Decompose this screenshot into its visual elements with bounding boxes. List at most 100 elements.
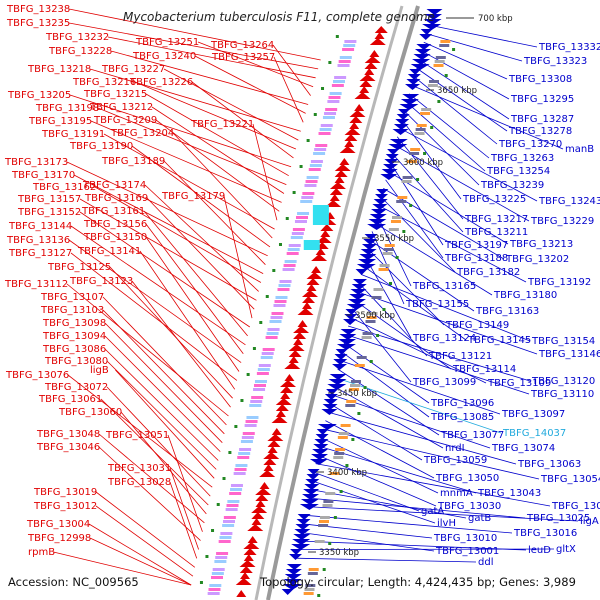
leader-line	[426, 33, 523, 62]
kbp-ticks: 700 kbp 3650 kbp 3600 kbp 3550 kbp 3500 …	[308, 14, 513, 558]
gene-label-left: TBFG_13189	[101, 156, 165, 167]
gene-label-left: rpmB	[28, 547, 55, 558]
leader-line	[79, 198, 257, 301]
gene-label-right: TBFG_13211	[464, 227, 528, 238]
gene-arrow-forward	[361, 244, 377, 250]
gene-label-left: TBFG_13107	[40, 292, 104, 303]
gene-label-right: TBFG_13001	[435, 546, 499, 557]
leader-line	[155, 119, 280, 212]
gene-label-right: TBFG_13332	[538, 42, 600, 53]
gene-arrow-forward	[343, 319, 358, 325]
cog-block	[415, 128, 426, 131]
cog-block	[344, 40, 357, 43]
gene-arrow-reverse	[329, 188, 343, 195]
gene-label-right: TBFG_13114	[452, 364, 516, 375]
gene-arrow-reverse	[306, 278, 320, 285]
gene-label-left: TBFG_13209	[93, 115, 157, 126]
trna-mark	[228, 451, 232, 454]
leader-line	[79, 211, 251, 328]
cog-block	[396, 200, 407, 203]
trna-mark	[306, 139, 310, 142]
gene-label-right: TBFG_13025	[526, 513, 590, 524]
leader-line	[151, 106, 285, 194]
gene-arrow-reverse	[255, 500, 266, 507]
gene-label-right: TBFG_13010	[433, 533, 497, 544]
gene-arrow-forward	[292, 539, 311, 545]
gene-arrow-forward	[326, 389, 339, 395]
trna-mark	[199, 581, 203, 584]
gene-arrow-reverse	[369, 50, 380, 57]
gene-arrow-forward	[294, 529, 311, 535]
gene-arrow-forward	[290, 549, 303, 555]
cog-block	[288, 244, 301, 247]
trna-mark	[376, 334, 380, 337]
gene-arrow-reverse	[247, 536, 258, 543]
leader-line	[145, 93, 289, 177]
gene-label-left: TBFG_13086	[42, 344, 106, 355]
gene-arrow-forward	[359, 254, 377, 260]
gene-arrow-forward	[375, 194, 389, 200]
gene-arrow-forward	[299, 504, 319, 510]
cog-block	[249, 404, 262, 407]
leader-line	[73, 174, 264, 274]
feature-rings	[199, 5, 456, 600]
kbp-label-3500: 3500 kbp	[355, 311, 395, 321]
cog-block	[384, 244, 395, 247]
reverse-strand-genes	[235, 26, 388, 597]
gene-arrow-reverse	[306, 284, 317, 291]
gene-label-right: TBFG_13077	[440, 430, 504, 441]
cog-block	[338, 60, 351, 63]
leader-line	[329, 403, 423, 461]
leader-line	[369, 239, 475, 312]
gene-arrow-reverse	[320, 230, 331, 237]
leader-line	[396, 136, 464, 220]
gene-label-left: TBFG_13072	[44, 382, 108, 393]
gene-arrow-forward	[398, 109, 411, 115]
cog-block	[304, 184, 317, 187]
cog-block	[301, 196, 314, 199]
leader-line	[423, 41, 508, 80]
gene-arrow-forward	[358, 259, 377, 265]
trna-mark	[416, 178, 420, 181]
gene-arrow-reverse	[306, 272, 323, 279]
gene-label-right: TBFG_13270	[498, 139, 562, 150]
cog-block	[350, 384, 361, 387]
cog-block	[428, 80, 439, 83]
gene-arrow-forward	[402, 94, 420, 100]
gene-label-right: TBFG_13155	[405, 299, 469, 310]
gene-label-right: TBFG_13099	[412, 377, 476, 388]
leader-line	[145, 223, 244, 354]
gene-arrow-forward	[283, 579, 302, 585]
leader-line	[146, 197, 255, 310]
cog-block	[273, 304, 286, 307]
gene-arrow-forward	[282, 584, 302, 590]
gene-arrow-forward	[368, 219, 387, 225]
gene-arrow-reverse	[284, 374, 295, 381]
gene-arrow-reverse	[334, 164, 351, 171]
gene-label-left: TBFG_13212	[89, 102, 153, 113]
gene-arrow-forward	[356, 264, 376, 270]
cog-block	[269, 320, 282, 323]
gene-arrow-forward	[293, 534, 311, 540]
trna-mark	[240, 399, 244, 402]
gene-arrow-forward	[338, 339, 357, 345]
gene-arrow-reverse	[344, 140, 355, 147]
gene-label-left: TBFG_13174	[82, 180, 146, 191]
gene-label-left: TBFG_13061	[38, 394, 102, 405]
leader-line	[89, 537, 192, 586]
cog-block	[222, 524, 235, 527]
trna-mark	[437, 100, 441, 103]
cog-block	[229, 492, 242, 495]
leader-line	[272, 44, 311, 96]
trna-mark	[321, 87, 325, 90]
cog-block	[332, 80, 345, 83]
gene-label-left: TBFG_13179	[161, 191, 225, 202]
gene-label-right: TBFG_13016	[513, 528, 577, 539]
gene-label-left: TBFG_12998	[27, 533, 91, 544]
gene-arrow-reverse	[325, 200, 342, 207]
cog-block	[256, 372, 269, 375]
gene-arrow-reverse	[267, 440, 281, 447]
leader-line	[95, 505, 194, 577]
gene-arrow-reverse	[280, 380, 297, 387]
